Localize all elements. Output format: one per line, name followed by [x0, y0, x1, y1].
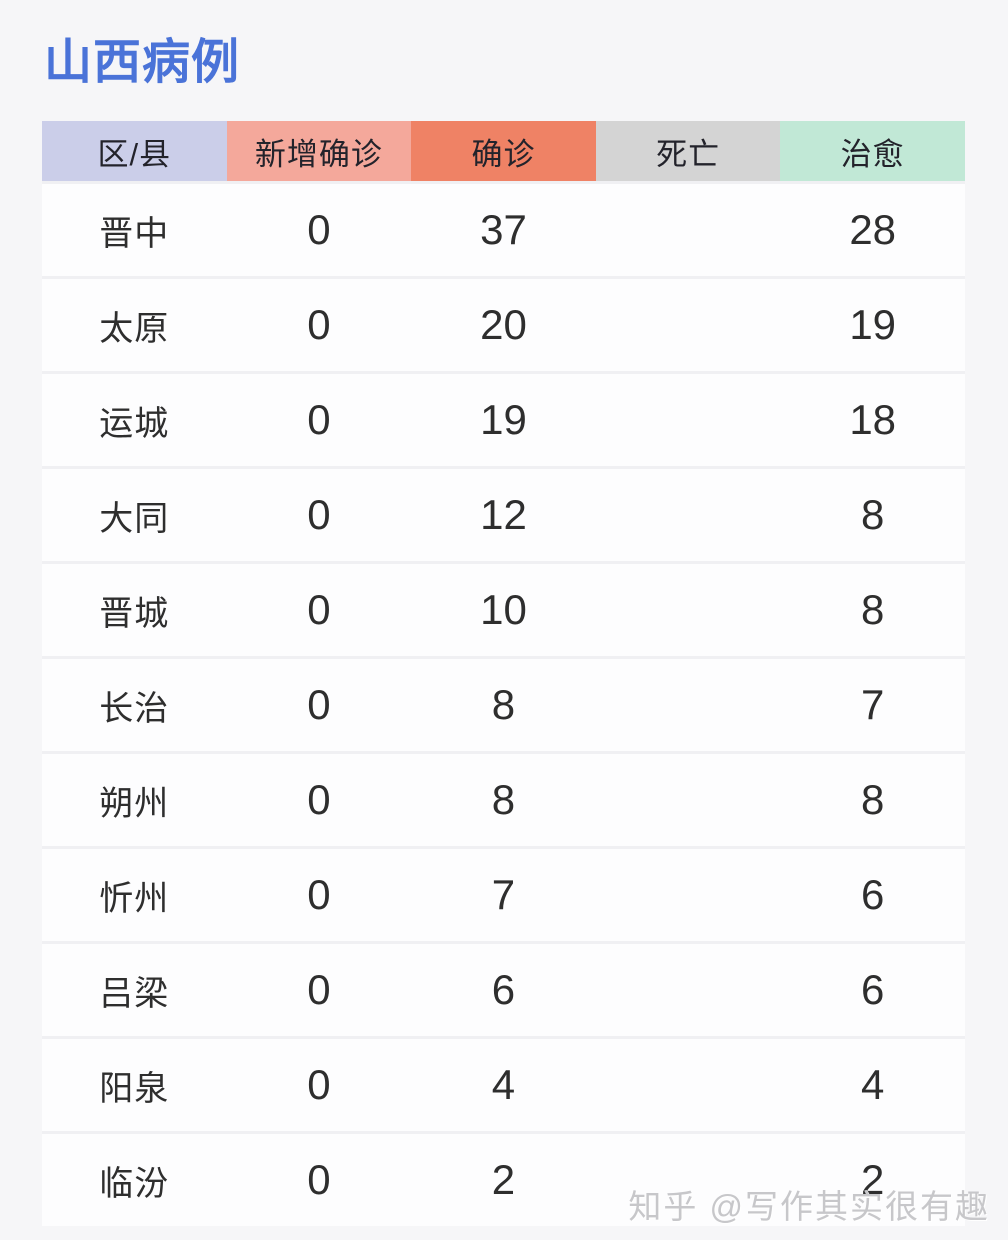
column-header-region: 区/县: [42, 121, 227, 181]
cell-new_confirmed: 0: [307, 966, 331, 1013]
cell-deaths: [596, 184, 781, 276]
cell-deaths: [596, 564, 781, 656]
table-row: 朔州 0 8 8: [42, 751, 965, 846]
cell-deaths: [596, 659, 781, 751]
cell-cured: 4: [860, 1061, 885, 1108]
cell-region: 朔州: [99, 784, 170, 823]
cell-region: 长治: [99, 689, 170, 728]
cell-region: 太原: [99, 309, 170, 348]
page-title: 山西病例: [44, 36, 241, 89]
table-row: 长治 0 8 7: [42, 656, 965, 751]
table-body: 晋中 0 37 28 太原 0 20 19 运城 0 19 18 大同 0 12 8 晋城 0 10 8 长治 0 8 7 朔州…: [42, 181, 965, 1226]
cell-new_confirmed: 0: [307, 681, 331, 728]
cell-region: 忻州: [99, 879, 170, 918]
cell-new_confirmed: 0: [307, 586, 331, 633]
cell-cured: 7: [860, 681, 885, 728]
cell-deaths: [596, 849, 781, 941]
cell-cured: 28: [849, 206, 897, 253]
cell-confirmed: 19: [480, 396, 527, 443]
cell-confirmed: 8: [491, 776, 516, 823]
cell-confirmed: 12: [480, 491, 527, 538]
cell-new_confirmed: 0: [307, 301, 331, 348]
cell-deaths: [596, 1039, 781, 1131]
cell-cured: 6: [860, 966, 885, 1013]
table-row: 临汾 0 2 2: [42, 1131, 965, 1226]
cell-cured: 8: [860, 491, 885, 538]
cell-new_confirmed: 0: [307, 491, 331, 538]
cell-cured: 8: [860, 586, 885, 633]
cell-confirmed: 8: [491, 681, 516, 728]
cell-confirmed: 37: [480, 206, 527, 253]
cell-cured: 8: [860, 776, 885, 823]
table-row: 晋中 0 37 28: [42, 181, 965, 276]
table-row: 运城 0 19 18: [42, 371, 965, 466]
cell-region: 吕梁: [99, 974, 170, 1013]
column-header-deaths: 死亡: [595, 121, 781, 181]
table-row: 吕梁 0 6 6: [42, 941, 965, 1036]
cell-new_confirmed: 0: [307, 396, 331, 443]
table-row: 忻州 0 7 6: [42, 846, 965, 941]
cell-deaths: [596, 374, 781, 466]
cell-confirmed: 10: [480, 586, 527, 633]
cell-cured: 18: [849, 396, 897, 443]
table-row: 阳泉 0 4 4: [42, 1036, 965, 1131]
cell-region: 晋中: [99, 214, 170, 253]
cell-region: 大同: [99, 499, 170, 538]
table-row: 晋城 0 10 8: [42, 561, 965, 656]
table-row: 太原 0 20 19: [42, 276, 965, 371]
cell-cured: 2: [860, 1156, 885, 1203]
cell-confirmed: 4: [491, 1061, 516, 1108]
cell-region: 临汾: [99, 1164, 170, 1203]
cell-cured: 6: [860, 871, 885, 918]
cell-deaths: [596, 944, 781, 1036]
cell-new_confirmed: 0: [307, 206, 331, 253]
cell-new_confirmed: 0: [307, 871, 331, 918]
table-header-row: 区/县 新增确诊 确诊 死亡 治愈: [42, 121, 965, 181]
cell-confirmed: 7: [491, 871, 516, 918]
cell-deaths: [596, 469, 781, 561]
cell-cured: 19: [849, 301, 897, 348]
cell-region: 阳泉: [99, 1069, 170, 1108]
column-header-cured: 治愈: [780, 121, 965, 181]
cell-confirmed: 20: [480, 301, 527, 348]
column-header-new_confirmed: 新增确诊: [226, 121, 412, 181]
cell-region: 运城: [99, 404, 170, 443]
cell-deaths: [596, 279, 781, 371]
cell-confirmed: 2: [491, 1156, 516, 1203]
cell-new_confirmed: 0: [307, 1061, 331, 1108]
watermark: 知乎 @写作其实很有趣: [628, 1188, 990, 1225]
cell-deaths: [596, 754, 781, 846]
cell-new_confirmed: 0: [307, 1156, 331, 1203]
cell-region: 晋城: [99, 594, 170, 633]
cell-confirmed: 6: [491, 966, 516, 1013]
cell-new_confirmed: 0: [307, 776, 331, 823]
column-header-confirmed: 确诊: [411, 121, 596, 181]
table-row: 大同 0 12 8: [42, 466, 965, 561]
cases-table: 区/县 新增确诊 确诊 死亡 治愈 晋中 0 37 28 太原 0 20 19 运城 0 19 18 大同 0 12…: [42, 121, 965, 1226]
